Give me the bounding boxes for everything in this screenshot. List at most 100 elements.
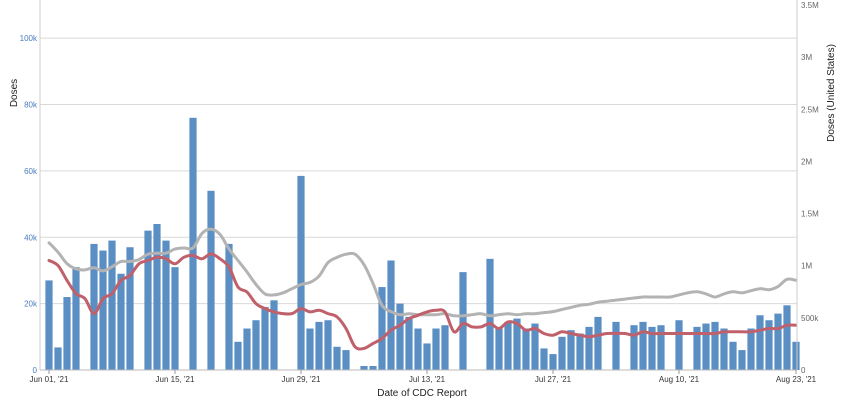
bar (54, 347, 62, 370)
x-tick-label: Jun 01, '21 (30, 375, 69, 384)
y-axis-title: Doses (9, 79, 20, 107)
bar (315, 321, 323, 370)
y-tick-label: 80k (24, 101, 38, 110)
bar (126, 247, 134, 370)
bar (396, 303, 404, 370)
bar (612, 321, 620, 370)
bar (441, 325, 449, 370)
x-tick-label: Jul 13, '21 (409, 375, 446, 384)
bar (153, 224, 161, 370)
y-tick-label: 0 (33, 366, 38, 375)
y2-tick-label: 1M (801, 262, 812, 271)
bar (45, 280, 53, 370)
bar (261, 306, 269, 370)
bar (531, 323, 539, 370)
bar (171, 267, 179, 370)
bar (360, 366, 368, 370)
bar (432, 328, 440, 370)
bar (63, 297, 71, 370)
bar (675, 320, 683, 370)
y2-axis-title: Doses (United States) (826, 44, 837, 142)
bar (702, 323, 710, 370)
grid-layer (40, 37, 797, 305)
y2-tick-label: 3M (801, 53, 812, 62)
bar (117, 273, 125, 370)
bar (738, 350, 746, 370)
x-tick-label: Jun 15, '21 (156, 375, 195, 384)
bar (504, 321, 512, 370)
bar (225, 243, 233, 370)
x-tick-label: Aug 23, '21 (776, 375, 817, 384)
state-average-line (47, 252, 798, 351)
bar (423, 343, 431, 370)
bar (657, 325, 665, 370)
bar (72, 267, 80, 370)
y2-tick-label: 500k (801, 314, 819, 323)
bar (144, 230, 152, 370)
bar (549, 354, 557, 370)
y2-tick-label: 0 (801, 366, 806, 375)
y2-tick-label: 2.5M (801, 105, 819, 114)
axis-layer: 0 20k 40k 60k 80k 100k 0 500k 1M 1.5M 2M 2.5M 3M 3.5M… (20, 0, 819, 384)
bar (765, 320, 773, 370)
bar-layer (45, 117, 800, 371)
bar (711, 321, 719, 370)
bar (459, 272, 467, 370)
bar (387, 260, 395, 370)
bar (324, 320, 332, 370)
y2-tick-label: 3.5M (801, 1, 819, 10)
us-average-line (47, 227, 798, 318)
bar (414, 328, 422, 370)
bar (594, 316, 602, 370)
x-tick-label: Jun 29, '21 (282, 375, 321, 384)
bar (756, 315, 764, 370)
bar (567, 330, 575, 370)
line-layer (47, 227, 798, 351)
bar (639, 321, 647, 370)
bar (513, 318, 521, 370)
bar (306, 328, 314, 370)
bar (648, 326, 656, 370)
bar (270, 300, 278, 370)
bar (99, 250, 107, 370)
bar (783, 305, 791, 370)
y-tick-label: 40k (24, 233, 38, 242)
bar (162, 240, 170, 370)
bar (747, 328, 755, 370)
bar (189, 117, 197, 371)
bar (378, 287, 386, 370)
bar (333, 346, 341, 370)
bar (630, 325, 638, 370)
y-tick-label: 60k (24, 167, 38, 176)
bar (693, 326, 701, 370)
bar (243, 328, 251, 370)
x-axis-title: Date of CDC Report (377, 388, 467, 399)
bar (558, 336, 566, 370)
bar (585, 326, 593, 370)
bar (369, 366, 377, 370)
bar (108, 240, 116, 370)
bar (90, 243, 98, 370)
bar (297, 175, 305, 370)
bar (495, 328, 503, 370)
bar (522, 328, 530, 370)
bar (720, 328, 728, 370)
y2-tick-label: 1.5M (801, 210, 819, 219)
bar (234, 341, 242, 370)
x-tick-label: Aug 10, '21 (659, 375, 700, 384)
bar (405, 316, 413, 370)
bar (540, 348, 548, 370)
bar (576, 333, 584, 370)
bar (774, 313, 782, 370)
bar (342, 350, 350, 370)
y-tick-label: 20k (24, 300, 38, 309)
bar (729, 341, 737, 370)
y2-tick-label: 2M (801, 157, 812, 166)
y-tick-label: 100k (20, 34, 38, 43)
bar (792, 341, 800, 370)
bar (207, 190, 215, 370)
x-tick-label: Jul 27, '21 (535, 375, 572, 384)
bar (252, 320, 260, 370)
